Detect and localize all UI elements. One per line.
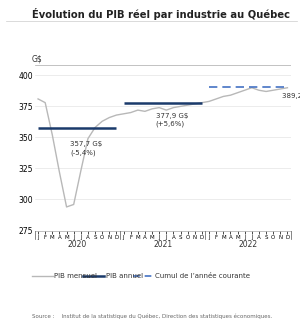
Text: PIB annuel: PIB annuel	[106, 273, 143, 279]
Text: 357,7 G$
(-5,4%): 357,7 G$ (-5,4%)	[70, 141, 102, 156]
Text: Évolution du PIB réel par industrie au Québec: Évolution du PIB réel par industrie au Q…	[32, 8, 290, 20]
Text: 2022: 2022	[239, 240, 258, 249]
Text: 2021: 2021	[153, 240, 172, 249]
Text: Cumul de l’année courante: Cumul de l’année courante	[155, 273, 250, 279]
Text: 2020: 2020	[68, 240, 87, 249]
Text: 389,2 G$: 389,2 G$	[283, 94, 300, 99]
Text: PIB mensuel: PIB mensuel	[54, 273, 97, 279]
Text: G$: G$	[32, 55, 42, 64]
Text: 377,9 G$
(+5,6%): 377,9 G$ (+5,6%)	[156, 112, 188, 127]
Text: Source :    Institut de la statistique du Québec, Direction des statistiques éco: Source : Institut de la statistique du Q…	[32, 313, 272, 319]
